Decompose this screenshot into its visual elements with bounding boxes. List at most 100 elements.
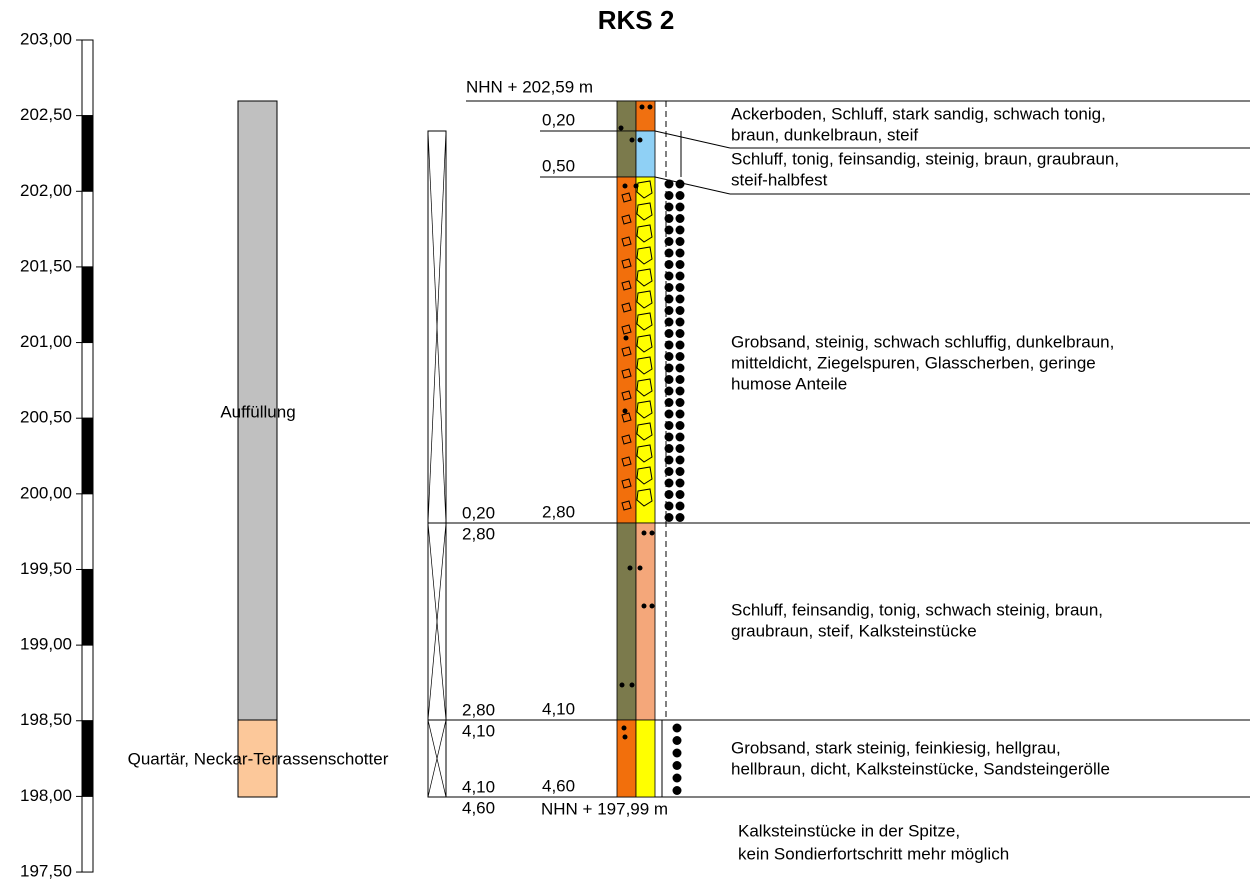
dot-symbol — [634, 184, 639, 189]
big-dot — [676, 329, 685, 338]
big-dot — [665, 410, 674, 419]
big-dot — [665, 364, 674, 373]
big-dot — [673, 724, 682, 733]
layer-description: hellbraun, dicht, Kalksteinstücke, Sands… — [731, 759, 1110, 778]
depth-label: 0,50 — [542, 156, 575, 175]
big-dot — [665, 490, 674, 499]
layer-description: mitteldicht, Ziegelspuren, Glasscherben,… — [731, 353, 1096, 372]
scale-label: 200,50 — [20, 408, 72, 427]
dot-symbol — [642, 604, 647, 609]
scale-segment — [82, 191, 93, 267]
big-dot — [665, 260, 674, 269]
scale-segment — [82, 796, 93, 872]
big-dot — [676, 191, 685, 200]
scale-label: 201,50 — [20, 256, 72, 275]
core-segment — [636, 720, 655, 797]
big-dot — [665, 421, 674, 430]
scale-segment — [82, 267, 93, 343]
big-dot — [676, 502, 685, 511]
big-dot — [665, 283, 674, 292]
dot-symbol — [640, 105, 645, 110]
layer-description: graubraun, steif, Kalksteinstücke — [731, 621, 977, 640]
big-dot — [665, 295, 674, 304]
scale-segment — [82, 494, 93, 570]
dot-symbol — [622, 726, 627, 731]
dot-symbol — [619, 126, 624, 131]
big-dot — [665, 329, 674, 338]
dot-symbol — [623, 184, 628, 189]
big-dot — [676, 387, 685, 396]
big-dot — [676, 272, 685, 281]
big-dot — [665, 479, 674, 488]
pipe-label: 4,10 — [462, 777, 495, 796]
big-dot — [673, 761, 682, 770]
core-segment — [617, 720, 636, 797]
big-dot — [676, 421, 685, 430]
pipe-label: 4,60 — [462, 798, 495, 817]
pipe-label: 4,10 — [462, 721, 495, 740]
big-dot — [676, 226, 685, 235]
big-dot — [676, 513, 685, 522]
big-dot — [665, 214, 674, 223]
big-dot — [676, 364, 685, 373]
pipe-label: 2,80 — [462, 524, 495, 543]
dot-symbol — [638, 138, 643, 143]
big-dot — [676, 456, 685, 465]
big-dot — [676, 479, 685, 488]
scale-segment — [82, 645, 93, 721]
note: kein Sondierfortschritt mehr möglich — [738, 844, 1009, 863]
scale-label: 202,50 — [20, 105, 72, 124]
layer-description: steif-halbfest — [731, 170, 828, 189]
scale-label: 199,00 — [20, 635, 72, 654]
big-dot — [676, 398, 685, 407]
big-dot — [665, 306, 674, 315]
big-dot — [665, 502, 674, 511]
scale-label: 201,00 — [20, 332, 72, 351]
big-dot — [665, 456, 674, 465]
dot-symbol — [623, 409, 628, 414]
scale-label: 197,50 — [20, 862, 72, 881]
layer-description: Schluff, feinsandig, tonig, schwach stei… — [731, 600, 1103, 619]
big-dot — [665, 433, 674, 442]
scale-label: 199,50 — [20, 559, 72, 578]
depth-label: 2,80 — [542, 502, 575, 521]
scale-segment — [82, 569, 93, 645]
big-dot — [676, 260, 685, 269]
big-dot — [676, 490, 685, 499]
big-dot — [676, 352, 685, 361]
big-dot — [676, 214, 685, 223]
big-dot — [676, 306, 685, 315]
big-dot — [676, 203, 685, 212]
layer-description: braun, dunkelbraun, steif — [731, 125, 918, 144]
dot-symbol — [630, 138, 635, 143]
note: Kalksteinstücke in der Spitze, — [738, 821, 960, 840]
scale-segment — [82, 40, 93, 116]
big-dot — [665, 341, 674, 350]
scale-segment — [82, 343, 93, 419]
scale-label: 200,00 — [20, 483, 72, 502]
depth-label: 0,20 — [542, 110, 575, 129]
big-dot — [673, 749, 682, 758]
dot-symbol — [638, 566, 643, 571]
core-segment — [617, 177, 636, 523]
layer-description: Grobsand, stark steinig, feinkiesig, hel… — [731, 738, 1061, 757]
bottom-label: NHN + 197,99 m — [541, 799, 668, 818]
dot-symbol — [650, 531, 655, 536]
big-dot — [665, 375, 674, 384]
dot-symbol — [650, 604, 655, 609]
big-dot — [665, 237, 674, 246]
borehole-log: RKS 2 203,00202,50202,00201,50201,00200,… — [0, 0, 1259, 884]
pipe-label: 2,80 — [462, 700, 495, 719]
big-dot — [676, 375, 685, 384]
layer-description: Ackerboden, Schluff, stark sandig, schwa… — [731, 104, 1106, 123]
dot-symbol — [624, 336, 629, 341]
pipe-label: 0,20 — [462, 503, 495, 522]
scale-segment — [82, 116, 93, 192]
big-dot — [673, 736, 682, 745]
layer-description: Schluff, tonig, feinsandig, steinig, bra… — [731, 149, 1119, 168]
big-dot — [665, 387, 674, 396]
big-dot — [665, 203, 674, 212]
core-segment — [617, 523, 636, 720]
big-dot — [665, 352, 674, 361]
big-dot — [665, 444, 674, 453]
